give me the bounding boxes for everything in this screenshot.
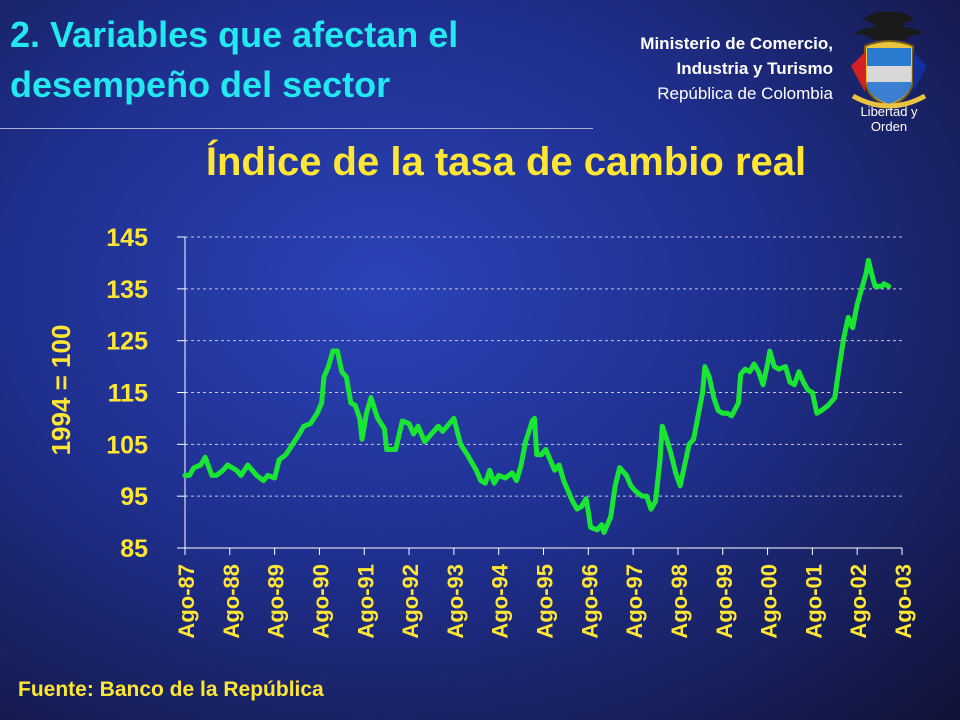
x-tick-label: Ago-96: [577, 564, 602, 639]
slide-title: 2. Variables que afectan el desempeño de…: [10, 14, 459, 105]
emblem-caption: Libertad y Orden: [860, 104, 918, 134]
x-tick-label: Ago-00: [757, 564, 782, 639]
y-tick-label: 135: [106, 276, 148, 304]
series-line: [182, 257, 892, 535]
ministry-line-1: Ministerio de Comercio,: [640, 34, 833, 53]
x-tick-label: Ago-98: [667, 564, 692, 639]
x-tick-label: Ago-87: [174, 564, 199, 639]
x-tick-label: Ago-88: [219, 564, 244, 639]
y-tick-label: 115: [108, 380, 148, 408]
grid-lines: [185, 236, 902, 497]
x-tick-label: Ago-93: [443, 564, 468, 639]
source-note: Fuente: Banco de la República: [18, 678, 324, 701]
title-divider: [0, 128, 593, 129]
y-tick-label: 145: [106, 224, 148, 252]
x-tick-label: Ago-95: [533, 564, 558, 639]
axes: [177, 236, 903, 555]
ministry-block: Ministerio de Comercio, Industria y Turi…: [640, 31, 833, 106]
ministry-line-3: República de Colombia: [657, 84, 833, 103]
x-tick-label: Ago-01: [801, 564, 826, 639]
y-axis-label: 1994 = 100: [46, 325, 76, 456]
y-tick-label: 85: [120, 535, 148, 563]
x-tick-label: Ago-02: [846, 564, 871, 639]
x-tick-label: Ago-94: [488, 563, 513, 638]
y-tick-label: 95: [120, 483, 148, 511]
x-tick-label: Ago-99: [712, 564, 737, 639]
x-tick-label: Ago-97: [622, 564, 647, 639]
x-tick-label: Ago-92: [398, 564, 423, 639]
series-layer: [182, 257, 892, 535]
y-tick-labels: 85 95 105 115 125 135 145: [106, 224, 148, 563]
x-tick-label: Ago-91: [353, 564, 378, 639]
coat-of-arms-icon: [851, 11, 927, 109]
y-tick-label: 105: [106, 431, 148, 459]
ministry-line-2: Industria y Turismo: [676, 59, 834, 78]
x-tick-label: Ago-03: [891, 564, 916, 639]
chart-title: Índice de la tasa de cambio real: [205, 140, 807, 184]
x-tick-labels: Ago-87 Ago-88 Ago-89 Ago-90 Ago-91 Ago-92 Ago-…: [174, 563, 916, 638]
x-tick-label: Ago-90: [308, 564, 333, 639]
x-tick-label: Ago-89: [264, 564, 289, 639]
y-tick-label: 125: [106, 328, 148, 356]
